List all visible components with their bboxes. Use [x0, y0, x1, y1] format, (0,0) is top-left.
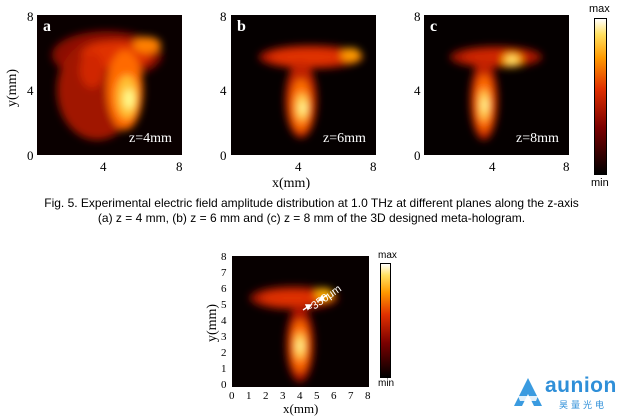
panel-a-y-tick-8: 8 [27, 9, 34, 24]
logo-name: aunion [545, 374, 617, 397]
bottom-x-tick-4: 4 [297, 390, 303, 402]
top-x-axis-label: x(mm) [272, 176, 311, 191]
top-colorbar-min-label: min [591, 177, 609, 189]
bottom-y-axis-label: y(mm) [205, 303, 221, 343]
bottom-x-tick-0: 0 [229, 390, 235, 402]
panel-b-letter: b [237, 18, 246, 35]
panel-c-z-label: z=8mm [516, 131, 559, 146]
bottom-field-map: ~350μm [232, 256, 369, 387]
bottom-y-tick-3: 3 [221, 331, 227, 343]
annotation-arrows [302, 294, 328, 311]
panel-a-x-tick-8: 8 [176, 159, 183, 174]
panel-b-y-tick-4: 4 [220, 83, 227, 98]
bottom-x-tick-1: 1 [246, 390, 252, 402]
bottom-y-tick-0: 0 [221, 379, 227, 391]
bottom-colorbar [380, 263, 391, 378]
panel-c-heatmap [424, 15, 569, 155]
panel-b-z-label: z=6mm [323, 131, 366, 146]
panel-a-y-tick-4: 4 [27, 83, 34, 98]
logo-subtitle: 昊量光电 [559, 401, 608, 411]
bottom-x-tick-8: 8 [365, 390, 371, 402]
bottom-colorbar-max-label: max [378, 250, 397, 261]
panel-b-x-tick-4: 4 [295, 159, 302, 174]
bottom-x-axis-label: x(mm) [283, 401, 319, 416]
panel-a-x-tick-4: 4 [100, 159, 107, 174]
aunion-logo: aunion 昊量光电 [512, 374, 616, 412]
panel-c-x-tick-4: 4 [489, 159, 496, 174]
panel-c-y-tick-4: 4 [414, 83, 421, 98]
panel-b-y-tick-0: 0 [220, 148, 227, 163]
panel-c-letter: c [430, 18, 438, 35]
aunion-logo-mark-icon [514, 378, 542, 406]
bottom-y-tick-1: 1 [221, 363, 227, 375]
bottom-x-tick-5: 5 [314, 390, 320, 402]
figure-caption-line2: (a) z = 4 mm, (b) z = 6 mm and (c) z = 8… [97, 211, 526, 225]
panel-c-field-map: c z=8mm [424, 15, 569, 155]
panel-a-heatmap [37, 15, 182, 155]
bottom-x-tick-6: 6 [331, 390, 337, 402]
bottom-heatmap [232, 256, 369, 387]
bottom-y-tick-2: 2 [221, 347, 227, 359]
panel-a-letter: a [43, 18, 51, 35]
bottom-y-tick-4: 4 [221, 315, 227, 327]
panel-c-y-tick-8: 8 [414, 9, 421, 24]
bottom-y-tick-5: 5 [221, 299, 227, 311]
panel-c-y-tick-0: 0 [414, 148, 421, 163]
top-colorbar [594, 18, 607, 175]
bottom-y-tick-8: 8 [221, 251, 227, 263]
panel-b-heatmap [231, 15, 376, 155]
bottom-y-tick-7: 7 [221, 267, 227, 279]
bottom-x-tick-3: 3 [280, 390, 286, 402]
figure-caption-line1: Fig. 5. Experimental electric field ampl… [44, 196, 579, 210]
top-y-axis-label: y(mm) [5, 68, 21, 108]
panel-a-y-tick-0: 0 [27, 148, 34, 163]
panel-b-x-tick-8: 8 [370, 159, 377, 174]
bottom-x-tick-7: 7 [348, 390, 354, 402]
bottom-colorbar-min-label: min [378, 378, 395, 389]
panel-b-field-map: b z=6mm [231, 15, 376, 155]
bottom-x-tick-2: 2 [263, 390, 269, 402]
panel-c-x-tick-8: 8 [563, 159, 570, 174]
panel-a-z-label: z=4mm [129, 131, 172, 146]
panel-b-y-tick-8: 8 [220, 9, 227, 24]
bottom-y-tick-6: 6 [221, 283, 227, 295]
panel-a-field-map: a z=4mm [37, 15, 182, 155]
top-colorbar-max-label: max [589, 3, 610, 15]
